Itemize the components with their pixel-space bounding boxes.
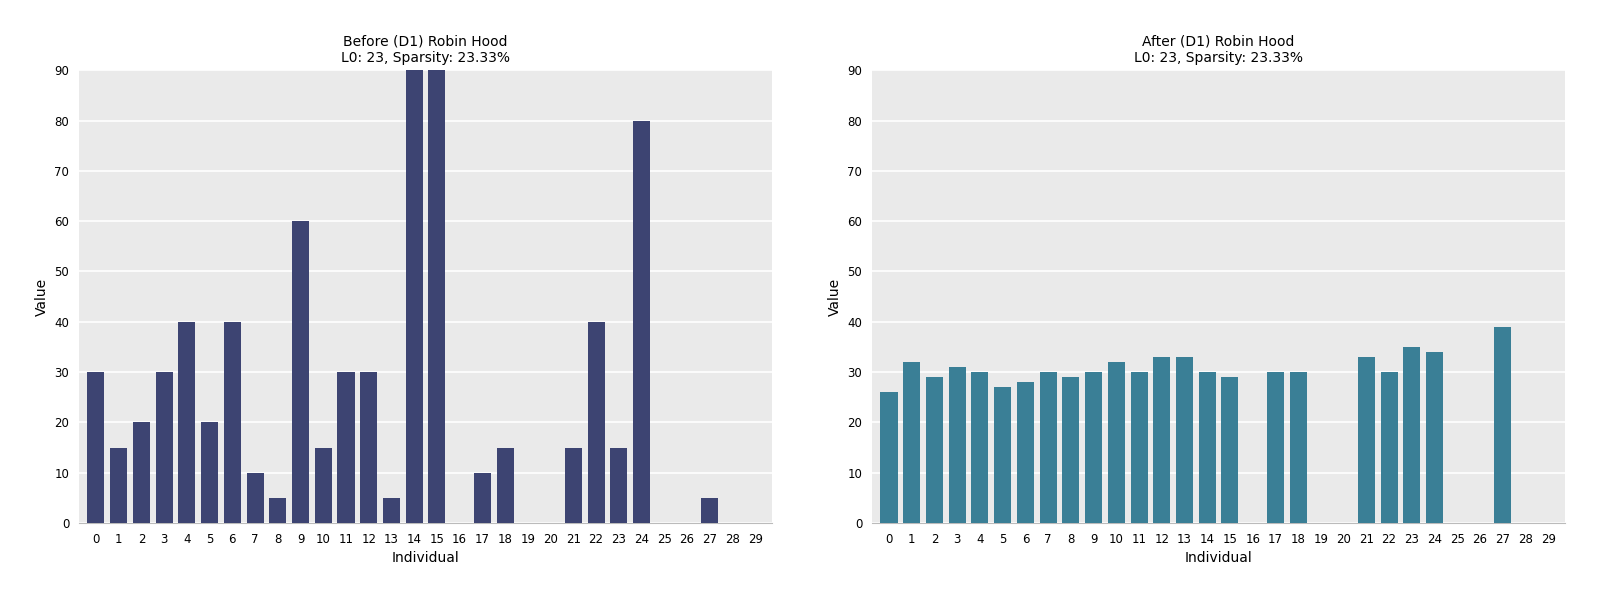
Bar [1154, 357, 1170, 523]
Bar [338, 372, 355, 523]
Bar [994, 387, 1011, 523]
Bar [949, 367, 966, 523]
Bar [202, 422, 218, 523]
Bar [178, 322, 195, 523]
Bar [1358, 357, 1374, 523]
Bar [1085, 372, 1102, 523]
Bar [587, 322, 605, 523]
Bar [610, 448, 627, 523]
Bar [496, 448, 514, 523]
Bar [269, 498, 286, 523]
Bar [224, 322, 242, 523]
Bar [382, 498, 400, 523]
Bar [1131, 372, 1147, 523]
Bar [88, 372, 104, 523]
Bar [291, 221, 309, 523]
Title: After (D1) Robin Hood
L0: 23, Sparsity: 23.33%: After (D1) Robin Hood L0: 23, Sparsity: … [1134, 35, 1302, 65]
Bar [110, 448, 126, 523]
Bar [133, 422, 150, 523]
Bar [474, 473, 491, 523]
Bar [360, 372, 378, 523]
Bar [1062, 377, 1080, 523]
Bar [1176, 357, 1194, 523]
Bar [1107, 362, 1125, 523]
X-axis label: Individual: Individual [1184, 551, 1253, 565]
Bar [701, 498, 718, 523]
Bar [565, 448, 582, 523]
Bar [429, 70, 445, 523]
Bar [1494, 327, 1512, 523]
Bar [1040, 372, 1056, 523]
Bar [1198, 372, 1216, 523]
Y-axis label: Value: Value [35, 278, 48, 316]
Y-axis label: Value: Value [827, 278, 842, 316]
Bar [1426, 352, 1443, 523]
Bar [246, 473, 264, 523]
Bar [1267, 372, 1283, 523]
Bar [971, 372, 989, 523]
Bar [155, 372, 173, 523]
X-axis label: Individual: Individual [392, 551, 459, 565]
Bar [1290, 372, 1307, 523]
Bar [1381, 372, 1398, 523]
Bar [926, 377, 942, 523]
Bar [406, 70, 422, 523]
Bar [634, 121, 650, 523]
Title: Before (D1) Robin Hood
L0: 23, Sparsity: 23.33%: Before (D1) Robin Hood L0: 23, Sparsity:… [341, 35, 510, 65]
Bar [1403, 347, 1421, 523]
Bar [880, 392, 898, 523]
Bar [315, 448, 331, 523]
Bar [902, 362, 920, 523]
Bar [1018, 382, 1034, 523]
Bar [1221, 377, 1238, 523]
